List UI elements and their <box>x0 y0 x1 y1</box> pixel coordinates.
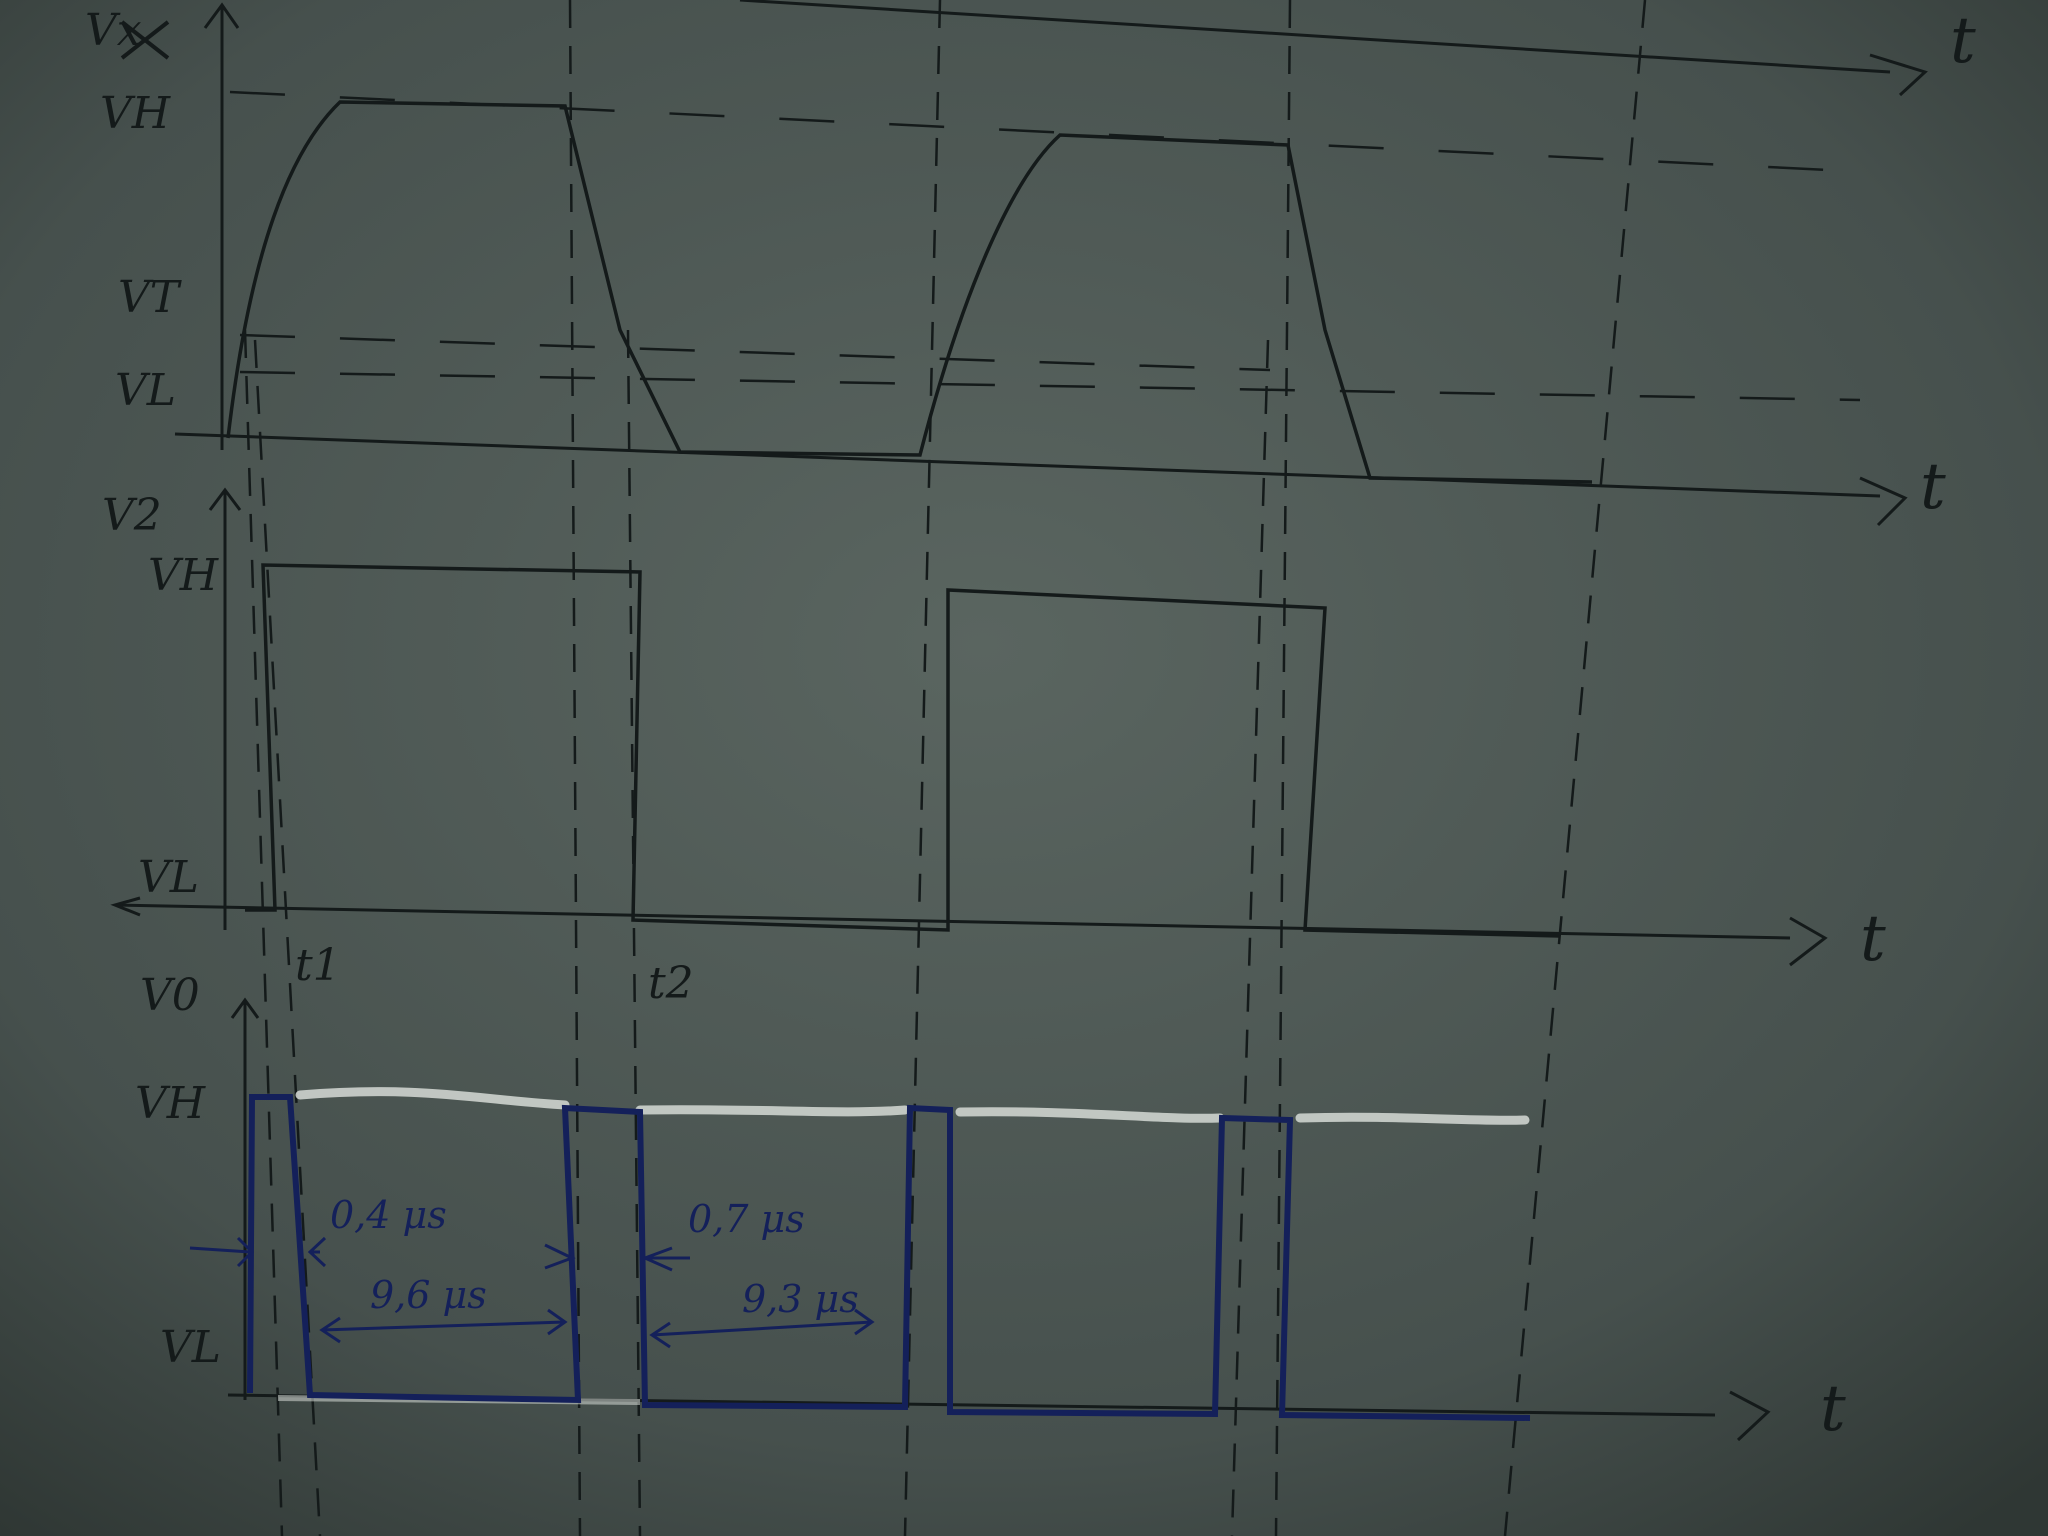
interval-arrowhead-icon-2 <box>547 1308 568 1336</box>
marker-t2: t2 <box>648 958 694 1009</box>
middle-level-vl: VL <box>138 852 199 903</box>
interval-2: 9,3 μs <box>742 1277 859 1321</box>
middle-level-vh: VH <box>148 550 220 601</box>
output-axis-arrow-icon-2 <box>1729 1390 1771 1442</box>
pulse-width-2: 0,7 μs <box>688 1197 805 1241</box>
middle-waveform <box>245 563 1561 938</box>
guide-t2 <box>626 329 642 1536</box>
level-vt-line <box>239 333 1271 372</box>
guide-t1a <box>243 329 284 1536</box>
panel-output: V0 VH VL 0,4 μs 0,7 μs 9,6 μs 9,3 μs t <box>135 970 1846 1446</box>
guide-fall-2 <box>1274 0 1292 1536</box>
output-axis-arrow-icon <box>230 997 260 1019</box>
strike-mark-icon-2 <box>120 20 170 60</box>
pulse-width-arrow-left-icon <box>189 1246 251 1254</box>
marker-t1: t1 <box>295 940 341 991</box>
output-level-vh: VH <box>135 1078 207 1129</box>
input-level-vt: VT <box>118 272 183 323</box>
input-top-time-axis <box>739 0 1891 74</box>
middle-time-axis <box>114 903 1791 940</box>
input-level-vh: VH <box>100 88 172 139</box>
guide-rise-2 <box>903 0 942 1536</box>
input-waveform <box>226 100 1593 484</box>
middle-axis-arrow-icon-2 <box>1789 916 1828 967</box>
pulse-width-1: 0,4 μs <box>330 1193 447 1237</box>
input-time-axis <box>174 432 1881 498</box>
interval-arrow-1 <box>321 1320 566 1332</box>
input-axis-arrow-icon <box>203 2 240 29</box>
interval-arrowhead-icon-4 <box>854 1308 875 1336</box>
middle-axis-arrow-icon-left <box>110 896 141 917</box>
input-time-label: t <box>1920 450 1946 524</box>
interval-1: 9,6 μs <box>370 1273 487 1317</box>
interval-arrowhead-icon-3 <box>649 1321 671 1349</box>
guide-fall-2b <box>1230 339 1270 1536</box>
guide-fall-1 <box>568 0 582 1536</box>
timing-guides <box>243 0 1647 1536</box>
output-time-label: t <box>1820 1372 1846 1446</box>
panel-middle: V2 VH VL t1 t2 t <box>102 487 1886 1009</box>
middle-time-label: t <box>1860 902 1886 976</box>
level-vl-line <box>239 370 1861 402</box>
input-top-axis-arrow-icon <box>1869 53 1928 97</box>
input-top-time-label: t <box>1950 4 1976 78</box>
guide-end <box>1503 0 1647 1536</box>
middle-axis-label: V2 <box>102 490 162 541</box>
middle-axis-arrow-icon <box>208 487 242 511</box>
interval-arrowhead-icon <box>319 1316 341 1344</box>
input-level-vl: VL <box>115 365 176 416</box>
panel-input: Vx VH VT VL t t <box>85 0 1976 527</box>
output-waveform <box>247 1094 1531 1421</box>
guide-t1b <box>253 339 322 1536</box>
output-level-vl: VL <box>160 1322 221 1373</box>
chalk-highlight <box>295 1087 1530 1125</box>
pulse-width-arrowhead-icon-2 <box>307 1236 327 1268</box>
interval-arrow-2 <box>651 1320 873 1337</box>
input-axis-arrow-icon-2 <box>1859 476 1908 527</box>
output-axis-label: V0 <box>140 970 200 1021</box>
pulse-width-arrowhead-icon <box>236 1236 255 1268</box>
pulse-width-arrowhead-icon-3 <box>544 1243 576 1270</box>
